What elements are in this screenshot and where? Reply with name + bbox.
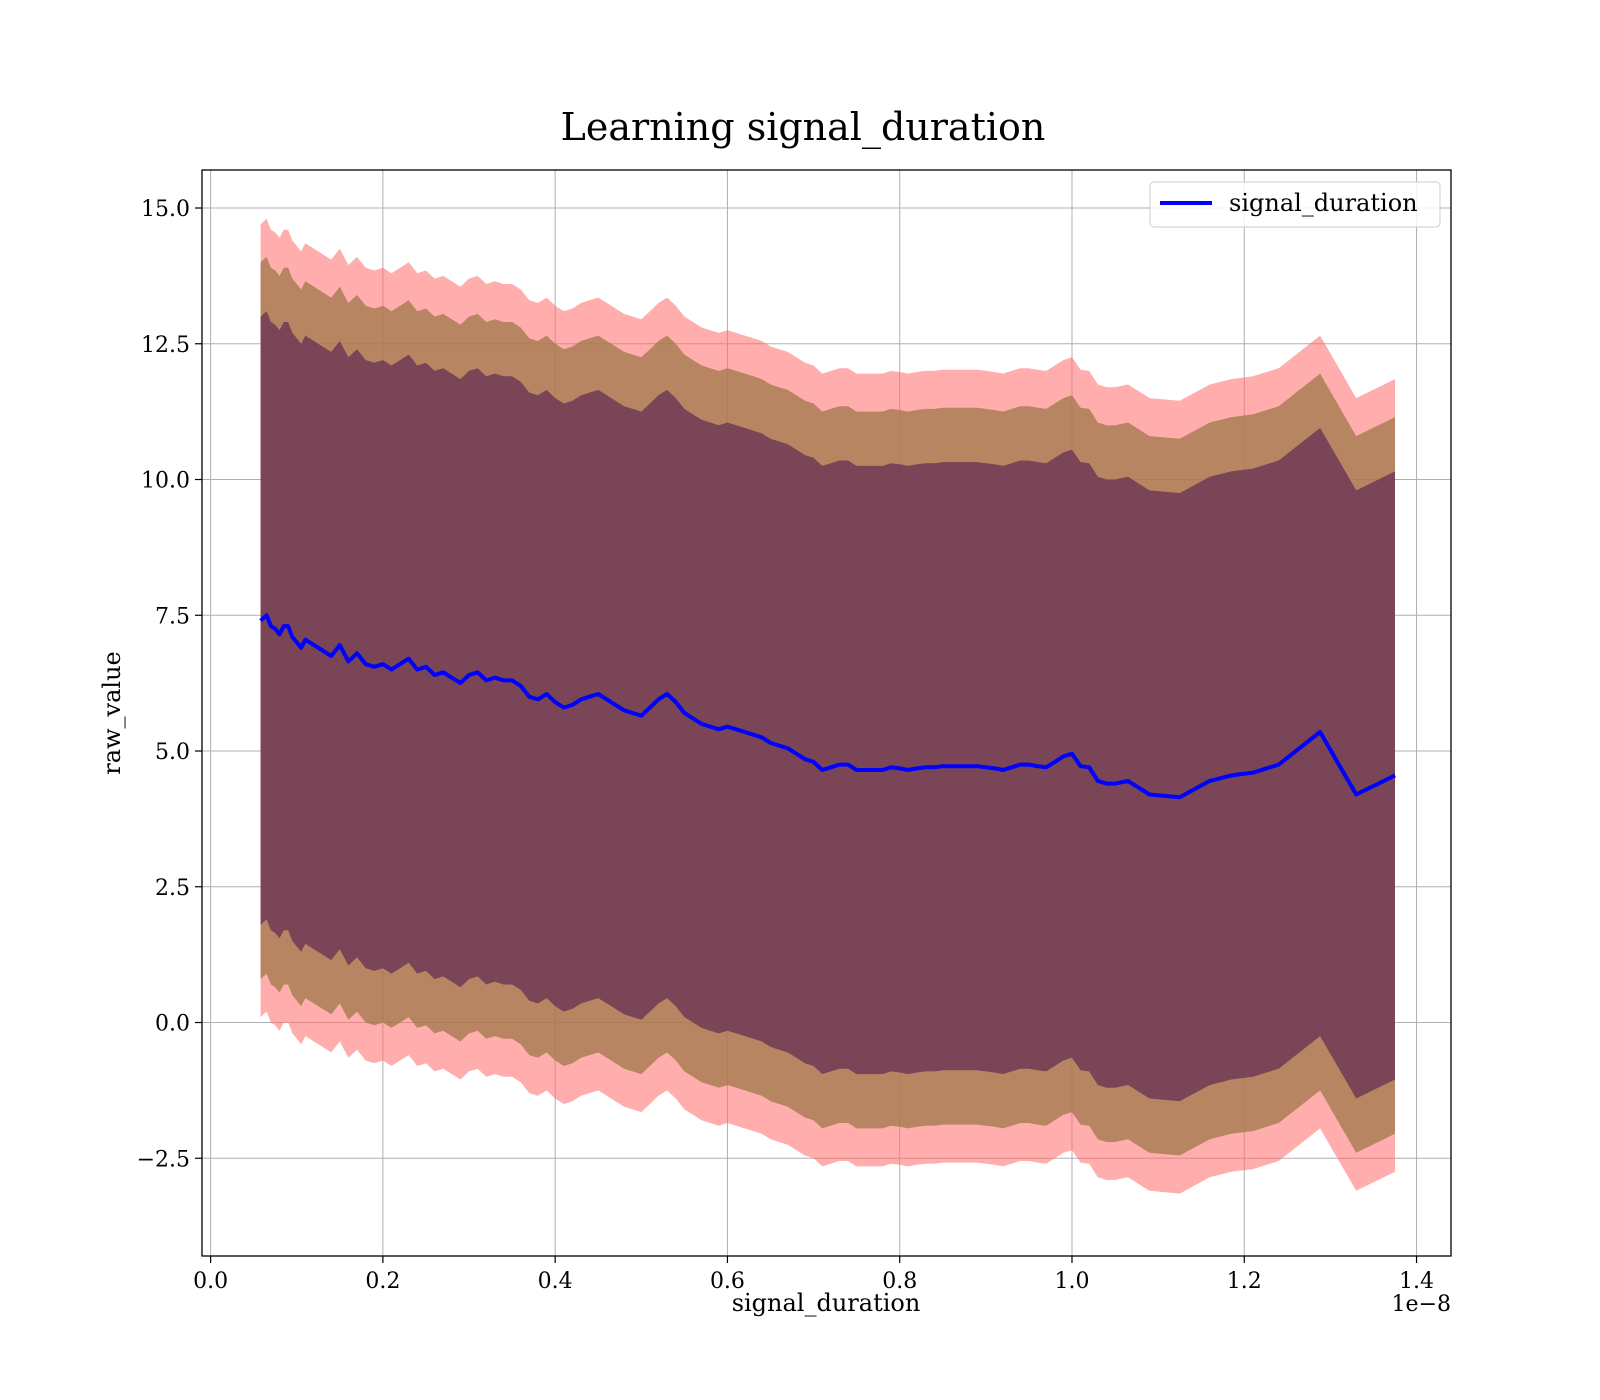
x-axis-label: signal_duration <box>732 1289 921 1317</box>
x-tick-label: 1.0 <box>1054 1269 1089 1294</box>
x-tick-label: 0.8 <box>882 1269 917 1294</box>
y-tick-label: 0.0 <box>155 1012 190 1037</box>
legend-entry-signal-duration: signal_duration <box>1229 189 1418 217</box>
y-axis-label: raw_value <box>98 651 126 775</box>
confidence-bands <box>260 218 1396 1194</box>
x-tick-label: 1.2 <box>1227 1269 1262 1294</box>
x-axis-ticks: 0.0 0.2 0.4 0.6 0.8 1.0 1.2 1.4 <box>193 1256 1434 1294</box>
y-tick-label: 2.5 <box>155 876 190 901</box>
y-tick-label: −2.5 <box>137 1147 190 1172</box>
band-inner <box>260 311 1396 1102</box>
y-tick-label: 12.5 <box>141 333 190 358</box>
series-line-signal-duration <box>259 613 1396 800</box>
x-tick-label: 0.0 <box>193 1269 228 1294</box>
x-tick-label: 0.4 <box>538 1269 573 1294</box>
y-tick-label: 10.0 <box>141 469 190 494</box>
chart-title: Learning signal_duration <box>561 105 1046 150</box>
legend-box <box>1149 181 1441 228</box>
y-tick-label: 5.0 <box>155 740 190 765</box>
x-tick-label: 0.2 <box>365 1269 400 1294</box>
plot-frame <box>201 169 1452 1257</box>
x-tick-label: 0.6 <box>710 1269 745 1294</box>
y-axis-ticks: −2.5 0.0 2.5 5.0 7.5 10.0 12.5 15.0 <box>137 197 202 1172</box>
y-tick-label: 15.0 <box>141 197 190 222</box>
legend: signal_duration <box>1149 181 1441 228</box>
x-tick-label: 1.4 <box>1399 1269 1434 1294</box>
y-tick-label: 7.5 <box>155 604 190 629</box>
x-axis-offset-label: 1e−8 <box>1392 1292 1451 1317</box>
series-layer <box>259 613 1396 800</box>
